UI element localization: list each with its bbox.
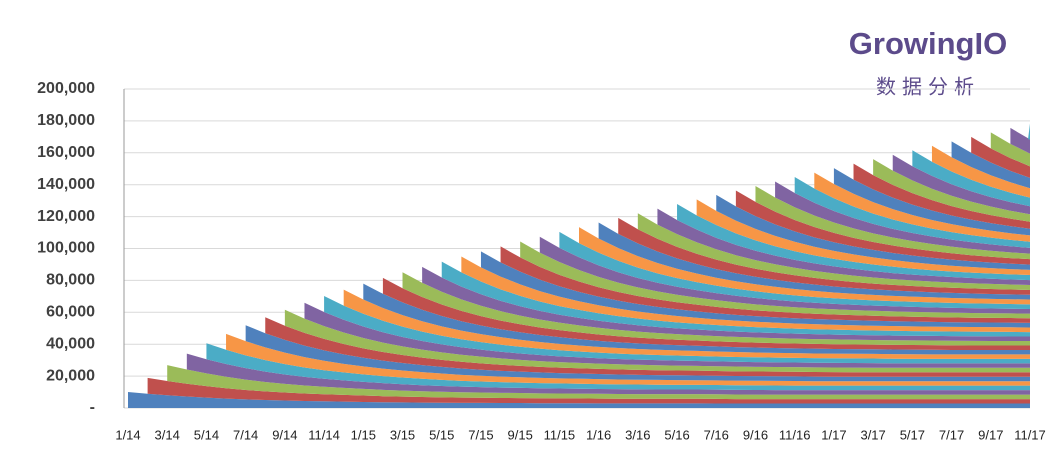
- cohort-area: [226, 333, 1031, 386]
- cohort-area: [912, 150, 1030, 207]
- y-tick-label: 180,000: [37, 112, 95, 129]
- y-tick-label: 120,000: [37, 208, 95, 225]
- y-tick-label: 100,000: [37, 240, 95, 257]
- cohort-area: [245, 325, 1031, 382]
- x-tick-label: 1/15: [351, 427, 376, 442]
- x-tick-label: 3/16: [625, 427, 650, 442]
- cohort-area: [324, 296, 1031, 364]
- cohort-area: [422, 266, 1030, 342]
- x-tick-label: 7/14: [233, 427, 258, 442]
- x-tick-label: 11/16: [779, 427, 811, 442]
- logo-name: GrowingIO: [849, 26, 1007, 61]
- cohort-area: [892, 154, 1030, 215]
- cohort-area: [265, 317, 1030, 377]
- x-tick-label: 1/17: [821, 427, 846, 442]
- y-tick-label: 160,000: [37, 144, 95, 161]
- cohort-area: [677, 203, 1030, 281]
- x-tick-label: 9/15: [508, 427, 533, 442]
- x-tick-label: 9/16: [743, 427, 768, 442]
- x-tick-label: 5/15: [429, 427, 454, 442]
- cohort-area: [794, 177, 1030, 248]
- y-tick-label: 20,000: [46, 367, 95, 384]
- y-tick-label: 140,000: [37, 176, 95, 193]
- cohort-area: [873, 159, 1030, 222]
- y-tick-label: 40,000: [46, 335, 95, 352]
- cohort-area: [382, 277, 1030, 350]
- cohort-area: [657, 208, 1030, 286]
- cohort-area: [304, 302, 1030, 368]
- x-tick-label: 5/17: [900, 427, 925, 442]
- y-tick-label: 200,000: [37, 80, 95, 97]
- y-tick-label: 80,000: [46, 272, 95, 289]
- x-tick-label: 9/14: [272, 427, 297, 442]
- cohort-area: [128, 392, 1030, 408]
- cohort-area: [637, 213, 1030, 290]
- x-tick-label: 5/16: [664, 427, 689, 442]
- cohort-area: [735, 190, 1030, 265]
- x-tick-label: 1/14: [115, 427, 140, 442]
- cohort-area: [206, 343, 1030, 391]
- cohort-area: [461, 256, 1030, 333]
- cohort-area: [755, 185, 1030, 260]
- y-tick-label: 60,000: [46, 304, 95, 321]
- x-tick-label: 7/16: [704, 427, 729, 442]
- cohort-area: [814, 172, 1030, 242]
- cohort-area: [186, 353, 1031, 395]
- cohort-area: [598, 222, 1030, 300]
- x-tick-label: 11/14: [308, 427, 340, 442]
- x-tick-label: 9/17: [978, 427, 1003, 442]
- cohort-area: [833, 168, 1030, 236]
- cohort-area: [1028, 123, 1030, 140]
- logo-tagline: 数据分析: [876, 75, 980, 98]
- cohort-area: [931, 145, 1030, 198]
- cohort-area: [853, 163, 1030, 229]
- x-tick-label: 11/17: [1014, 427, 1046, 442]
- cohort-area: [716, 194, 1030, 270]
- x-tick-label: 3/14: [155, 427, 180, 442]
- cohort-area: [343, 289, 1030, 359]
- cohort-area: [147, 377, 1030, 404]
- x-tick-label: 3/17: [860, 427, 885, 442]
- cohort-area: [1010, 127, 1030, 154]
- cohort-area: [402, 272, 1030, 346]
- x-tick-label: 7/17: [939, 427, 964, 442]
- cohort-area: [696, 199, 1030, 275]
- cohort-area: [363, 283, 1031, 355]
- x-tick-label: 3/15: [390, 427, 415, 442]
- cohort-area: [441, 261, 1030, 337]
- cohort-area: [167, 365, 1030, 400]
- x-tick-label: 1/16: [586, 427, 611, 442]
- cohort-area: [284, 309, 1030, 373]
- cohort-area: [618, 217, 1030, 295]
- cohort-area: [775, 181, 1030, 254]
- cohort-area: [990, 132, 1030, 167]
- x-tick-label: 5/14: [194, 427, 219, 442]
- x-tick-label: 7/15: [468, 427, 493, 442]
- cohort-area: [951, 141, 1030, 189]
- cohort-area: [971, 136, 1030, 178]
- y-tick-label: -: [90, 399, 95, 416]
- cohort-area: [480, 251, 1030, 328]
- x-tick-label: 11/15: [544, 427, 576, 442]
